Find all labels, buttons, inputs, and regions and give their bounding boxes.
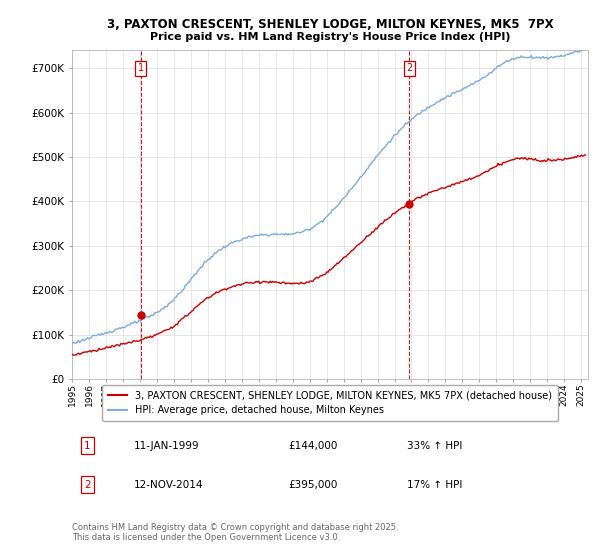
Text: £144,000: £144,000 [289,441,338,450]
Text: 3, PAXTON CRESCENT, SHENLEY LODGE, MILTON KEYNES, MK5  7PX: 3, PAXTON CRESCENT, SHENLEY LODGE, MILTO… [107,18,553,31]
Text: £395,000: £395,000 [289,479,338,489]
Legend: 3, PAXTON CRESCENT, SHENLEY LODGE, MILTON KEYNES, MK5 7PX (detached house), HPI:: 3, PAXTON CRESCENT, SHENLEY LODGE, MILTO… [102,385,558,421]
Text: 33% ↑ HPI: 33% ↑ HPI [407,441,463,450]
Text: 2: 2 [84,479,91,489]
Text: Contains HM Land Registry data © Crown copyright and database right 2025.
This d: Contains HM Land Registry data © Crown c… [72,523,398,542]
Text: 1: 1 [137,63,143,73]
Text: 2: 2 [406,63,412,73]
Text: 1: 1 [84,441,91,450]
Text: 12-NOV-2014: 12-NOV-2014 [134,479,203,489]
Text: 17% ↑ HPI: 17% ↑ HPI [407,479,463,489]
Text: 11-JAN-1999: 11-JAN-1999 [134,441,200,450]
Text: Price paid vs. HM Land Registry's House Price Index (HPI): Price paid vs. HM Land Registry's House … [150,32,510,42]
